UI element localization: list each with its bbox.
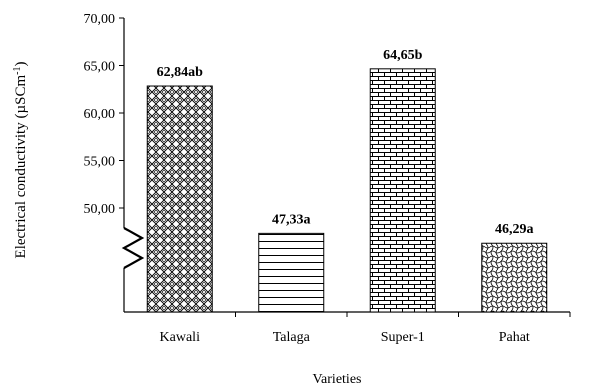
x-tick-label: Pahat [499,330,530,345]
bars: 62,84ab 47,33a 64,65b 46,29a [146,48,548,313]
data-label: 47,33a [272,212,311,227]
bar-kawali [146,85,213,313]
bar-pahat [481,242,548,313]
x-axis-label: Varieties [313,372,362,387]
y-tick-label: 70,00 [84,12,116,27]
data-label: 46,29a [495,222,534,237]
x-axis-ticks: Kawali Talaga Super-1 Pahat [160,312,571,345]
x-tick-label: Super-1 [381,330,425,345]
axis-break-zigzag [121,227,145,269]
y-tick-label: 65,00 [84,60,116,75]
bar-super-1 [369,68,436,313]
bar-talaga [258,232,325,313]
y-axis-ticks: 50,00 55,00 60,00 65,00 70,00 [84,12,124,217]
data-label: 62,84ab [157,65,204,80]
x-tick-label: Talaga [273,330,311,345]
y-tick-label: 50,00 [84,202,116,217]
y-axis-label: Electrical conductivity (µSCm-1) [12,62,29,259]
x-tick-label: Kawali [160,330,201,345]
data-label: 64,65b [383,48,423,63]
y-tick-label: 55,00 [84,155,116,170]
y-tick-label: 60,00 [84,107,116,122]
